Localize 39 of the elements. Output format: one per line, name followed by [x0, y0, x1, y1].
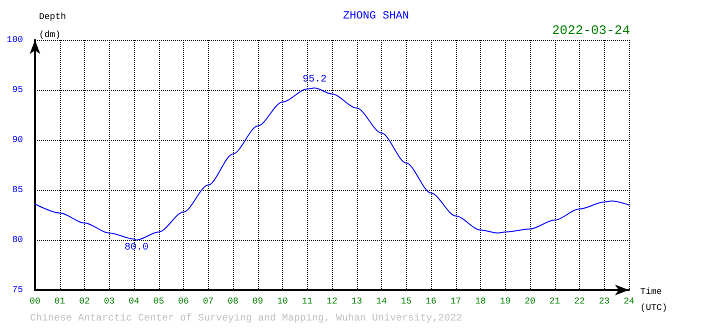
x-tick-label: 03 [104, 296, 115, 306]
x-tick-label: 21 [549, 296, 560, 306]
chart-title: ZHONG SHAN [343, 10, 410, 22]
x-tick-label: 14 [376, 296, 387, 306]
x-tick-label: 07 [202, 296, 214, 306]
text: Chinese Antarctic Center of Surveying and Mapping, Wuhan University,2022 [30, 312, 462, 324]
x-tick-label: 02 [79, 296, 90, 306]
x-tick-label: 04 [128, 296, 140, 306]
x-tick-label: 13 [351, 296, 362, 306]
y-tick-label: 90 [12, 135, 23, 145]
x-tick-label: 09 [252, 296, 264, 306]
x-tick-label: 05 [153, 296, 164, 306]
y-tick-label: 85 [12, 185, 23, 195]
x-tick-label: 19 [500, 296, 511, 306]
annotation: 80.0 [124, 242, 148, 254]
x-tick-label: 10 [277, 296, 288, 306]
y-tick-label: 80 [12, 235, 23, 245]
y-tick-label: 75 [12, 285, 23, 295]
x-tick-label: 08 [228, 296, 238, 306]
x-tick-label: 23 [598, 296, 610, 306]
text: 2022-03-24 [552, 23, 630, 38]
annotation: 95.2 [302, 74, 327, 86]
x-tick-label: 01 [54, 296, 66, 306]
x-tick-label: 17 [450, 296, 462, 306]
x-tick-label: 18 [475, 296, 486, 306]
x-tick-label: 24 [624, 296, 634, 306]
x-tick-label: 00 [30, 296, 40, 306]
x-tick-label: 20 [524, 296, 536, 306]
x-tick-label: 06 [178, 296, 189, 306]
x-tick-label: 16 [426, 296, 436, 306]
x-tick-label: 11 [302, 296, 313, 306]
y-axis-title: Depth (dm) [39, 12, 66, 40]
y-tick-label: 100 [6, 35, 23, 45]
y-tick-label: 95 [12, 85, 23, 95]
x-tick-label: 22 [574, 296, 585, 306]
x-tick-label: 15 [400, 296, 412, 306]
line-series [34, 88, 630, 240]
x-tick-label: 12 [326, 296, 338, 306]
x-axis-title: Time (UTC) [640, 287, 668, 313]
